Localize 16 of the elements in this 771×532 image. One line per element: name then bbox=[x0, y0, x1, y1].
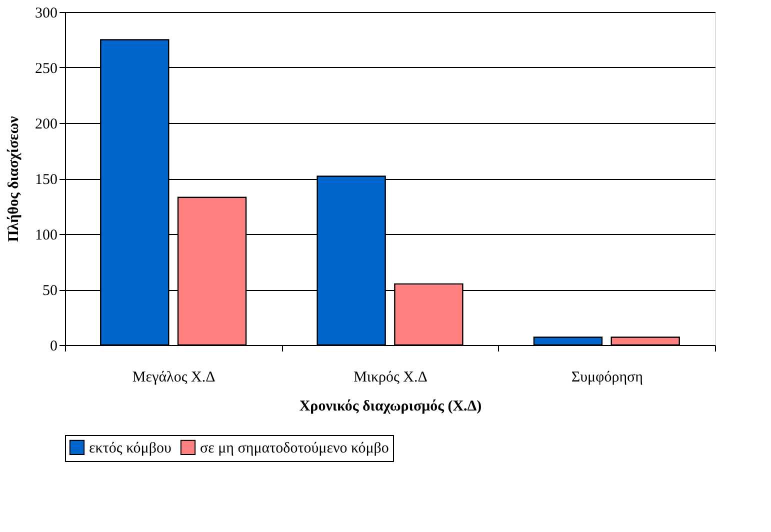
y-tick-label: 300 bbox=[35, 6, 58, 22]
bar bbox=[533, 336, 603, 346]
legend-label: σε μη σηματοδοτούμενο κόμβο bbox=[200, 440, 389, 456]
x-tick-label: Συμφόρηση bbox=[571, 370, 644, 386]
y-tick-label: 100 bbox=[35, 228, 58, 244]
x-axis-title: Χρονικός διαχωρισμός (Χ.Δ) bbox=[299, 398, 482, 414]
y-tick-label: 150 bbox=[35, 172, 58, 188]
x-tick-label: Μεγάλος Χ.Δ bbox=[132, 370, 216, 386]
y-tick-label: 0 bbox=[50, 338, 58, 354]
y-tick-label: 250 bbox=[35, 61, 58, 77]
bar bbox=[610, 336, 680, 346]
y-axis-title: Πλήθος διασχίσεων bbox=[6, 116, 22, 242]
legend-label: εκτός κόμβου bbox=[89, 440, 172, 456]
x-tick-label: Μικρός Χ.Δ bbox=[354, 370, 428, 386]
y-tick-label: 50 bbox=[42, 283, 58, 299]
y-tick-label: 200 bbox=[35, 116, 58, 132]
